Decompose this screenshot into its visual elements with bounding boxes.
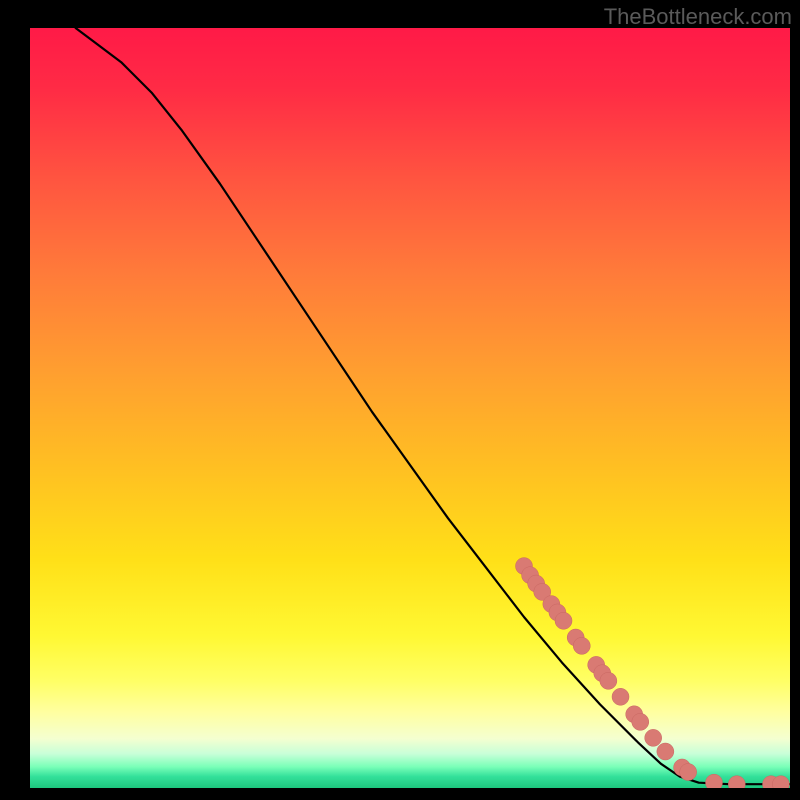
data-marker xyxy=(645,729,662,746)
data-marker xyxy=(728,776,745,788)
data-marker xyxy=(612,688,629,705)
data-markers xyxy=(516,558,790,788)
data-marker xyxy=(657,743,674,760)
bottleneck-curve xyxy=(76,28,790,784)
data-marker xyxy=(600,672,617,689)
data-marker xyxy=(706,774,723,788)
plot-area xyxy=(30,28,790,788)
chart-canvas: TheBottleneck.com xyxy=(0,0,800,800)
watermark-text: TheBottleneck.com xyxy=(604,4,792,30)
data-marker xyxy=(632,713,649,730)
curve-layer xyxy=(30,28,790,788)
data-marker xyxy=(680,764,697,781)
data-marker xyxy=(573,637,590,654)
data-marker xyxy=(555,612,572,629)
